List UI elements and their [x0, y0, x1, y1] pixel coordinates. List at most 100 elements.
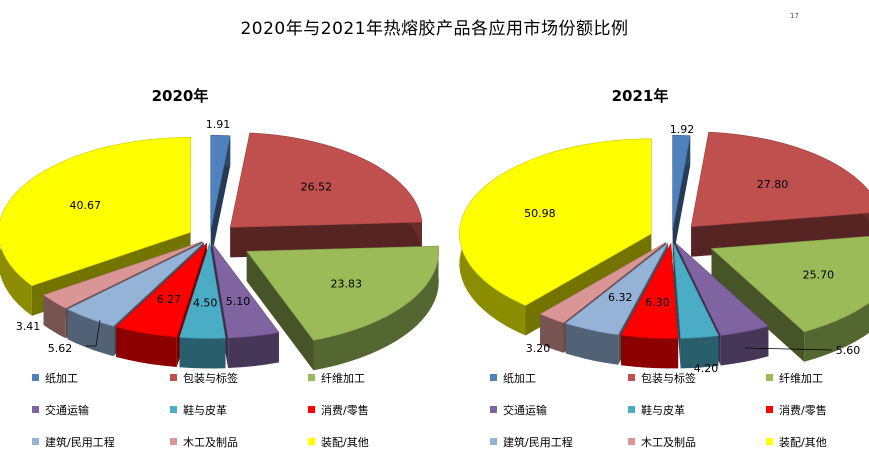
legend-label: 交通运输: [503, 404, 547, 417]
legend-item-木工及制品: 木工及制品: [170, 434, 238, 450]
slice-side-鞋与皮革: [179, 337, 226, 369]
slice-wall-end-纸加工: [210, 135, 231, 261]
legend-swatch: [766, 374, 773, 381]
legend-label: 包装与标签: [183, 372, 238, 385]
legend-swatch: [490, 374, 497, 381]
legend-swatch: [628, 374, 635, 381]
legend-label: 鞋与皮革: [641, 404, 685, 417]
data-label-包装与标签: 27.80: [757, 178, 789, 191]
legend-swatch: [170, 438, 177, 445]
legend-swatch: [32, 406, 39, 413]
legend-label: 木工及制品: [183, 436, 238, 449]
slice-消费-零售: [115, 242, 208, 338]
legend-item-鞋与皮革: 鞋与皮革: [170, 402, 227, 418]
slice-side-纤维加工: [804, 302, 869, 362]
slice-纸加工: [210, 135, 231, 231]
pie-chart-1: 2021年 1.92 27.80 25.70 5.60 4.20 6.30 6.32 3.20 5…: [459, 87, 869, 375]
slice-交通运输: [211, 243, 280, 339]
legend-label: 纤维加工: [779, 372, 823, 385]
data-label-纤维加工: 23.83: [331, 278, 363, 291]
slice-消费-零售: [620, 242, 679, 339]
slice-装配-其他: [0, 136, 191, 287]
page-number: 17: [790, 12, 799, 20]
data-label-交通运输: 5.60: [836, 344, 861, 357]
data-label-建筑-民用工程: 6.32: [608, 291, 633, 304]
data-label-木工及制品: 3.41: [16, 320, 41, 333]
legend-label: 纤维加工: [321, 372, 365, 385]
legend-label: 消费/零售: [321, 404, 369, 417]
slice-side-建筑-民用工程: [565, 323, 619, 365]
legend-label: 纸加工: [503, 372, 536, 385]
legend-item-装配-其他: 装配/其他: [308, 434, 369, 450]
legend-item-装配-其他: 装配/其他: [766, 434, 827, 450]
legend-label: 建筑/民用工程: [503, 436, 573, 449]
data-label-鞋与皮革: 4.50: [193, 296, 218, 309]
legend-item-包装与标签: 包装与标签: [628, 370, 696, 386]
slice-side-建筑-民用工程: [67, 309, 114, 357]
legend-item-消费-零售: 消费/零售: [308, 402, 369, 418]
slice-木工及制品: [42, 241, 203, 309]
legend-item-消费-零售: 消费/零售: [766, 402, 827, 418]
data-label-纸加工: 1.91: [206, 118, 231, 131]
slice-纸加工: [672, 135, 691, 231]
slice-side-消费-零售: [116, 327, 177, 367]
slice-包装与标签: [229, 132, 423, 228]
slice-交通运输: [675, 242, 769, 336]
legend-label: 交通运输: [45, 404, 89, 417]
legend-swatch: [32, 374, 39, 381]
legend-label: 鞋与皮革: [183, 404, 227, 417]
legend-item-鞋与皮革: 鞋与皮革: [628, 402, 685, 418]
data-label-消费-零售: 6.27: [157, 293, 182, 306]
slice-side-木工及制品: [540, 314, 564, 353]
legend-item-包装与标签: 包装与标签: [170, 370, 238, 386]
legend-swatch: [766, 406, 773, 413]
slice-纤维加工: [710, 236, 869, 333]
legend-swatch: [490, 438, 497, 445]
slice-wall-end-鞋与皮革: [673, 243, 681, 369]
chart-title-1: 2021年: [612, 87, 669, 105]
legend-item-纤维加工: 纤维加工: [766, 370, 823, 386]
data-label-木工及制品: 3.20: [526, 342, 551, 355]
legend-swatch: [308, 374, 315, 381]
data-label-装配-其他: 40.67: [70, 199, 102, 212]
slice-side-交通运输: [228, 332, 279, 368]
legend-swatch: [170, 406, 177, 413]
data-label-纤维加工: 25.70: [803, 269, 835, 282]
legend-item-纸加工: 纸加工: [490, 370, 536, 386]
slice-side-消费-零售: [621, 335, 679, 369]
slice-包装与标签: [690, 131, 869, 228]
legend-swatch: [766, 438, 773, 445]
legend-item-建筑-民用工程: 建筑/民用工程: [490, 434, 573, 450]
legend-label: 包装与标签: [641, 372, 696, 385]
legend-label: 消费/零售: [779, 404, 827, 417]
slice-装配-其他: [459, 138, 652, 306]
slice-side-鞋与皮革: [680, 335, 719, 369]
slice-木工及制品: [539, 242, 667, 324]
slice-wall-end-纤维加工: [246, 251, 314, 371]
legend-item-交通运输: 交通运输: [490, 402, 547, 418]
slice-side-纤维加工: [313, 246, 439, 371]
data-label-包装与标签: 26.52: [301, 181, 333, 194]
slice-side-木工及制品: [43, 295, 66, 339]
legend-item-纤维加工: 纤维加工: [308, 370, 365, 386]
slice-建筑-民用工程: [564, 242, 669, 336]
legend-item-纸加工: 纸加工: [32, 370, 78, 386]
legend-label: 装配/其他: [779, 436, 827, 449]
chart-title-0: 2020年: [152, 87, 209, 105]
slice-建筑-民用工程: [66, 242, 205, 327]
legend-label: 木工及制品: [641, 436, 696, 449]
legend-label: 建筑/民用工程: [45, 436, 115, 449]
legend-label: 装配/其他: [321, 436, 369, 449]
legend-swatch: [628, 438, 635, 445]
slice-wall-end-纸加工: [672, 135, 691, 261]
legend-item-木工及制品: 木工及制品: [628, 434, 696, 450]
data-label-纸加工: 1.92: [670, 123, 695, 136]
data-label-消费-零售: 6.30: [645, 296, 670, 309]
data-label-装配-其他: 50.98: [524, 207, 556, 220]
data-label-鞋与皮革: 4.20: [694, 362, 719, 375]
slice-纤维加工: [246, 245, 440, 341]
slice-side-交通运输: [720, 326, 769, 366]
legend-swatch: [32, 438, 39, 445]
legend-swatch: [628, 406, 635, 413]
slice-鞋与皮革: [673, 243, 719, 339]
